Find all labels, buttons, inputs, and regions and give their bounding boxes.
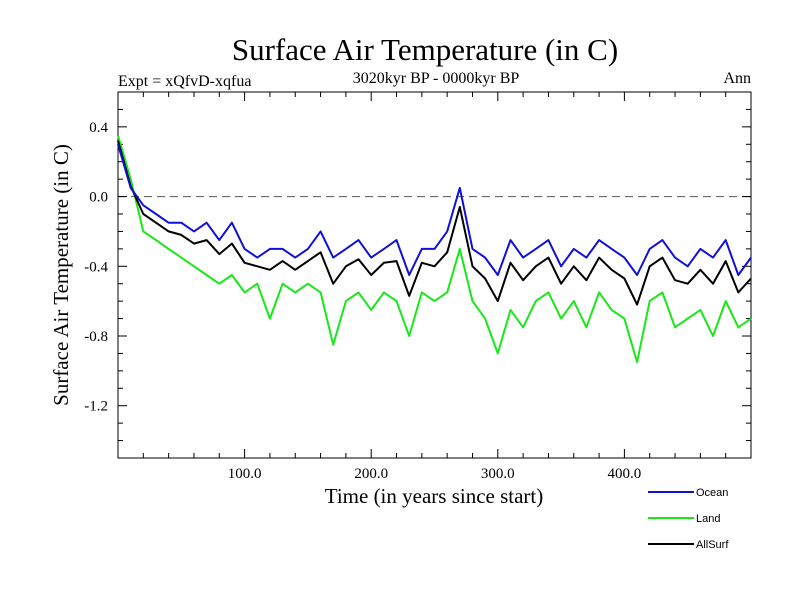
y-tick-label: -1.2 (84, 399, 108, 415)
x-tick-label: 100.0 (228, 466, 262, 482)
y-axis-label: Surface Air Temperature (in C) (49, 144, 73, 406)
y-tick-label: 0.4 (89, 120, 108, 136)
chart-subtitle: 3020kyr BP - 0000kyr BP (353, 70, 520, 87)
chart-title: Surface Air Temperature (in C) (232, 32, 618, 67)
x-tick-label: 400.0 (608, 466, 642, 482)
x-tick-label: 300.0 (481, 466, 515, 482)
x-axis-label: Time (in years since start) (325, 484, 544, 508)
series-layer (117, 135, 752, 364)
experiment-label: Expt = xQfvD-xqfua (118, 73, 251, 90)
series-line-allsurf (117, 140, 752, 306)
legend-label-land: Land (696, 513, 720, 525)
y-tick-label: -0.8 (84, 329, 108, 345)
y-tick-label: -0.4 (84, 259, 108, 275)
legend: Ocean Land AllSurf (648, 487, 729, 551)
y-tick-label: 0.0 (89, 190, 108, 206)
plot-frame (117, 91, 752, 459)
legend-label-allsurf: AllSurf (696, 539, 729, 551)
axis-ticks: 100.0 200.0 300.0 400.0 0.4 0.0 -0.4 -0.8 -1.2 (84, 91, 751, 482)
legend-label-ocean: Ocean (696, 487, 728, 499)
series-line-land (117, 135, 752, 364)
season-label: Ann (723, 70, 751, 87)
series-line-ocean (117, 144, 752, 276)
x-tick-label: 200.0 (354, 466, 388, 482)
